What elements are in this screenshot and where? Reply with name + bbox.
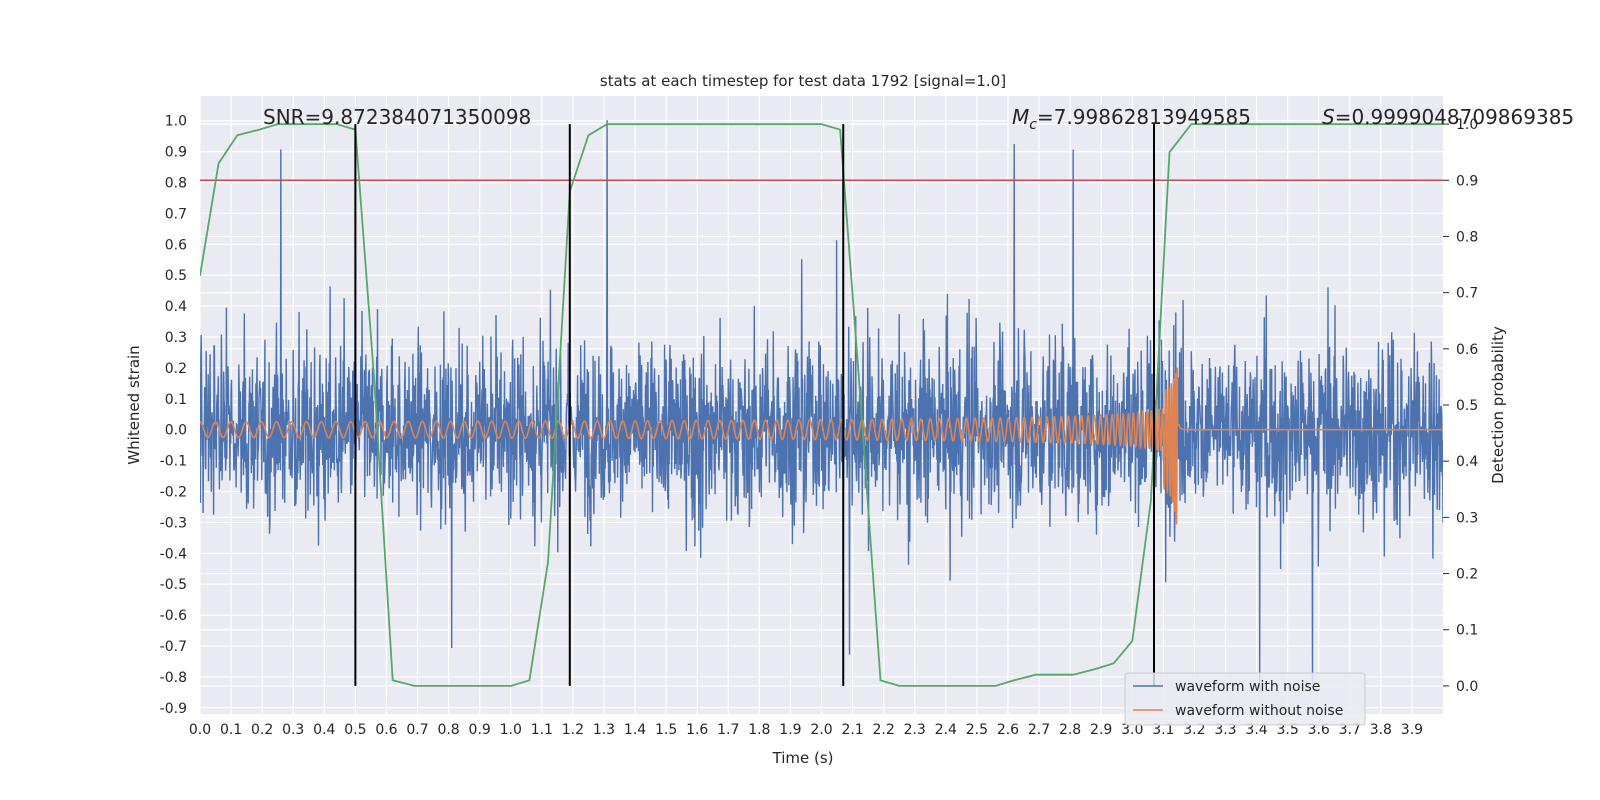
y-tick-label: -0.1 xyxy=(160,454,187,470)
x-tick-label: 1.5 xyxy=(655,722,677,738)
legend-label-noise: waveform with noise xyxy=(1175,679,1320,695)
x-tick-label: 0.7 xyxy=(406,722,428,738)
x-tick-label: 1.6 xyxy=(686,722,708,738)
y-tick-label: 0.7 xyxy=(165,206,187,222)
x-tick-label: 3.0 xyxy=(1121,722,1143,738)
series-detection-probability xyxy=(200,123,1443,687)
y2-tick-label: 0.4 xyxy=(1456,454,1478,470)
y-tick-label: 0.2 xyxy=(165,361,187,377)
legend-box xyxy=(1124,672,1366,726)
chart-title: stats at each timestep for test data 179… xyxy=(600,72,1006,90)
s-symbol: S xyxy=(1322,105,1335,129)
y-tick-label: -0.3 xyxy=(160,515,187,531)
x-tick-label: 0.8 xyxy=(437,722,459,738)
y2-tick-label: 0.9 xyxy=(1456,173,1478,189)
x-tick-label: 2.8 xyxy=(1059,722,1081,738)
y2-tick-label: 0.6 xyxy=(1456,342,1478,358)
x-tick-label: 0.5 xyxy=(344,722,366,738)
x-tick-label: 3.6 xyxy=(1308,722,1330,738)
x-axis-ticks: 0.0 0.1 0.2 0.3 0.4 0.5 0.6 0.7 0.8 0.9 1.0 1.1 1.2 1… xyxy=(189,722,1423,738)
x-tick-label: 1.0 xyxy=(500,722,522,738)
x-axis-label: Time (s) xyxy=(772,749,834,767)
y-tick-label: 0.0 xyxy=(165,423,187,439)
legend-label-clean: waveform without noise xyxy=(1175,703,1343,719)
y-tick-label: 0.6 xyxy=(165,237,187,253)
y2-axis-ticks: 0.0 0.1 0.2 0.3 0.4 0.5 0.6 0.7 0.8 0.9 1.0 xyxy=(1443,117,1478,695)
x-tick-label: 0.4 xyxy=(313,722,335,738)
y2-tick-label: 0.5 xyxy=(1456,398,1478,414)
x-tick-label: 3.2 xyxy=(1183,722,1205,738)
y2-tick-label: 0.3 xyxy=(1456,510,1478,526)
x-tick-label: 0.2 xyxy=(251,722,273,738)
s-value: =0.9999048709869385 xyxy=(1335,105,1574,129)
y-tick-label: 1.0 xyxy=(165,114,187,130)
x-tick-label: 2.3 xyxy=(904,722,926,738)
x-tick-label: 1.8 xyxy=(748,722,770,738)
x-tick-label: 1.3 xyxy=(593,722,615,738)
x-tick-label: 2.4 xyxy=(935,722,957,738)
y-tick-label: 0.9 xyxy=(165,145,187,161)
y-axis-ticks: -0.9 -0.8 -0.7 -0.6 -0.5 -0.4 -0.3 -0.2 -0.1 0.0 0… xyxy=(160,114,187,717)
y-tick-label: -0.2 xyxy=(160,485,187,501)
x-tick-label: 1.9 xyxy=(779,722,801,738)
x-tick-label: 0.6 xyxy=(375,722,397,738)
x-tick-label: 0.3 xyxy=(282,722,304,738)
x-tick-label: 2.9 xyxy=(1090,722,1112,738)
x-tick-label: 3.4 xyxy=(1245,722,1267,738)
vertical-markers xyxy=(354,124,1156,686)
y2-tick-label: 0.8 xyxy=(1456,229,1478,245)
x-tick-label: 3.5 xyxy=(1276,722,1298,738)
x-tick-label: 1.1 xyxy=(531,722,553,738)
y-tick-label: -0.7 xyxy=(160,639,187,655)
x-tick-label: 2.5 xyxy=(966,722,988,738)
x-tick-label: 3.3 xyxy=(1214,722,1236,738)
y-tick-label: -0.4 xyxy=(160,546,187,562)
y-tick-label: 0.8 xyxy=(165,176,187,192)
x-tick-label: 0.1 xyxy=(220,722,242,738)
y-tick-label: -0.6 xyxy=(160,608,187,624)
y-tick-label: 0.5 xyxy=(165,268,187,284)
chirp-mass-value: =7.99862813949585 xyxy=(1037,105,1251,129)
snr-annotation: SNR=9.872384071350098 xyxy=(263,105,531,129)
y-axis-label: Whitened strain xyxy=(125,345,143,464)
chirp-mass-annotation: Mc=7.99862813949585 xyxy=(1012,105,1251,133)
x-tick-label: 3.7 xyxy=(1339,722,1361,738)
x-tick-label: 3.9 xyxy=(1401,722,1423,738)
chirp-mass-symbol: M xyxy=(1012,105,1029,129)
x-tick-label: 2.0 xyxy=(810,722,832,738)
x-tick-label: 3.8 xyxy=(1370,722,1392,738)
y2-tick-label: 1.0 xyxy=(1456,117,1478,133)
series-waveform-without-noise xyxy=(200,367,1443,525)
y2-tick-label: 0.0 xyxy=(1456,679,1478,695)
y-tick-label: -0.8 xyxy=(160,670,187,686)
x-tick-label: 3.1 xyxy=(1152,722,1174,738)
x-tick-label: 2.7 xyxy=(1028,722,1050,738)
x-tick-label: 2.6 xyxy=(997,722,1019,738)
x-tick-label: 0.0 xyxy=(189,722,211,738)
s-annotation: S=0.9999048709869385 xyxy=(1322,105,1574,129)
y2-tick-label: 0.1 xyxy=(1456,623,1478,639)
x-tick-label: 0.9 xyxy=(469,722,491,738)
chirp-mass-subscript: c xyxy=(1029,117,1037,133)
x-tick-label: 1.2 xyxy=(562,722,584,738)
y2-tick-label: 0.7 xyxy=(1456,286,1478,302)
x-tick-label: 2.1 xyxy=(841,722,863,738)
x-tick-label: 1.7 xyxy=(717,722,739,738)
series-waveform-with-noise xyxy=(200,120,1443,693)
y-tick-label: -0.9 xyxy=(160,701,187,717)
y-tick-label: 0.3 xyxy=(165,330,187,346)
y2-axis-label: Detection probability xyxy=(1489,326,1507,484)
y-tick-label: -0.5 xyxy=(160,577,187,593)
legend: waveform with noise waveform without noi… xyxy=(1124,672,1366,726)
y-tick-label: 0.4 xyxy=(165,299,187,315)
y-tick-label: 0.1 xyxy=(165,392,187,408)
x-tick-label: 1.4 xyxy=(624,722,646,738)
y2-tick-label: 0.2 xyxy=(1456,567,1478,583)
x-tick-label: 2.2 xyxy=(873,722,895,738)
